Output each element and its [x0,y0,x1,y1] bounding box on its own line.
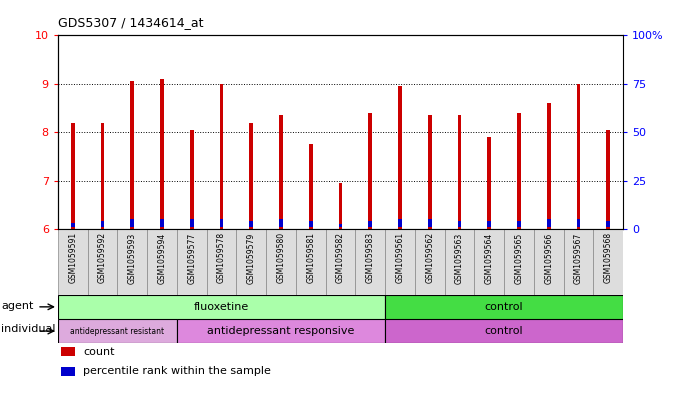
Bar [160,79,164,229]
Bar [534,229,564,295]
Text: GDS5307 / 1434614_at: GDS5307 / 1434614_at [58,17,204,29]
Bar [547,103,550,229]
Text: control: control [485,302,524,312]
Text: GSM1059591: GSM1059591 [68,232,77,283]
Bar [577,84,580,229]
Bar [428,115,432,229]
Bar [517,113,521,229]
Bar [368,221,372,227]
Bar [58,229,88,295]
Bar [607,221,610,227]
Text: GSM1059577: GSM1059577 [187,232,196,284]
Bar [190,130,193,229]
Bar [206,229,236,295]
Text: GSM1059566: GSM1059566 [544,232,553,284]
Bar [564,229,593,295]
Bar [71,123,74,229]
Text: antidepressant resistant: antidepressant resistant [70,327,164,336]
Bar [58,295,385,319]
Text: GSM1059582: GSM1059582 [336,232,345,283]
Text: GSM1059593: GSM1059593 [128,232,137,284]
Bar [415,229,445,295]
Bar [385,295,623,319]
Text: GSM1059594: GSM1059594 [157,232,167,284]
Bar [488,137,491,229]
Text: GSM1059583: GSM1059583 [366,232,375,283]
Text: GSM1059561: GSM1059561 [396,232,405,283]
Bar [266,229,296,295]
Bar [475,229,504,295]
Bar [488,221,491,227]
Bar [517,221,521,227]
Bar [309,144,313,229]
Bar [58,319,177,343]
Bar [504,229,534,295]
Bar [458,115,461,229]
Bar [131,81,134,229]
Bar [355,229,385,295]
Bar [101,123,104,229]
Bar [61,367,75,376]
Text: GSM1059564: GSM1059564 [485,232,494,284]
Bar [445,229,475,295]
Text: GSM1059568: GSM1059568 [604,232,613,283]
Bar [220,84,223,229]
Bar [458,221,461,227]
Text: control: control [485,326,524,336]
Text: GSM1059562: GSM1059562 [425,232,434,283]
Bar [249,221,253,227]
Text: agent: agent [1,301,34,311]
Text: GSM1059592: GSM1059592 [98,232,107,283]
Bar [279,115,283,229]
Text: GSM1059567: GSM1059567 [574,232,583,284]
Bar [607,130,610,229]
Bar [368,113,372,229]
Bar [338,224,343,227]
Text: GSM1059565: GSM1059565 [514,232,524,284]
Bar [279,219,283,227]
Bar [236,229,266,295]
Bar [71,223,74,227]
Bar [101,221,104,227]
Bar [326,229,355,295]
Bar [338,183,343,229]
Text: antidepressant responsive: antidepressant responsive [207,326,355,336]
Bar [147,229,177,295]
Bar [385,319,623,343]
Text: GSM1059580: GSM1059580 [276,232,285,283]
Bar [428,219,432,227]
Bar [177,319,385,343]
Bar [61,347,75,356]
Text: GSM1059579: GSM1059579 [247,232,256,284]
Bar [249,123,253,229]
Bar [398,219,402,227]
Text: fluoxetine: fluoxetine [194,302,249,312]
Bar [117,229,147,295]
Bar [547,219,550,227]
Text: percentile rank within the sample: percentile rank within the sample [83,366,271,376]
Bar [160,219,164,227]
Bar [398,86,402,229]
Bar [385,229,415,295]
Bar [309,221,313,227]
Bar [88,229,117,295]
Bar [177,229,206,295]
Text: GSM1059581: GSM1059581 [306,232,315,283]
Bar [190,219,193,227]
Text: count: count [83,347,115,356]
Bar [593,229,623,295]
Text: individual: individual [1,324,56,334]
Bar [577,219,580,227]
Text: GSM1059563: GSM1059563 [455,232,464,284]
Text: GSM1059578: GSM1059578 [217,232,226,283]
Bar [296,229,326,295]
Bar [131,219,134,227]
Bar [220,219,223,227]
